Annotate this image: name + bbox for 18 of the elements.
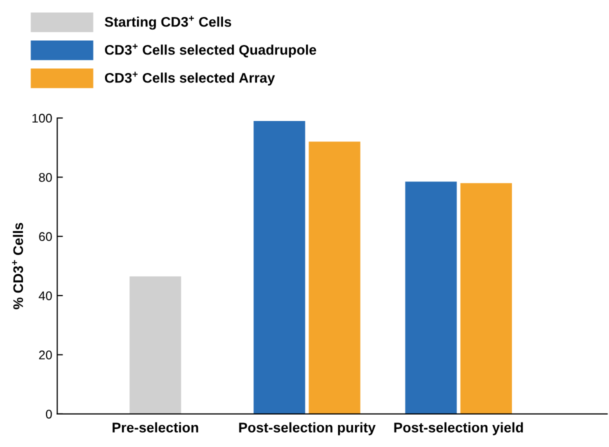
y-axis-title: % CD3$^{+}$ Cells — [12, 222, 24, 310]
bar — [254, 120, 306, 414]
y-tick-label: 60 — [39, 232, 52, 242]
y-tick-label: 100 — [32, 114, 52, 123]
y-tick-label: 0 — [46, 410, 52, 419]
legend-label: Starting CD3$^{+}$ Cells — [104, 16, 232, 30]
legend-label: CD3$^{+}$ Cells selected Array — [104, 72, 275, 86]
y-tick-label: 80 — [39, 172, 52, 182]
x-tick-label: Post-selection purity — [239, 422, 376, 436]
x-tick-label: Pre-selection — [112, 422, 198, 432]
legend-label: CD3$^{+}$ Cells selected Quadrupole — [104, 44, 316, 58]
bar — [130, 276, 182, 414]
x-tick-label: Post-selection yield — [394, 422, 523, 436]
y-tick-label: 40 — [38, 291, 52, 300]
bar — [405, 182, 457, 414]
y-tick-label: 20 — [39, 350, 52, 360]
bar — [308, 142, 360, 414]
bar — [460, 183, 512, 414]
